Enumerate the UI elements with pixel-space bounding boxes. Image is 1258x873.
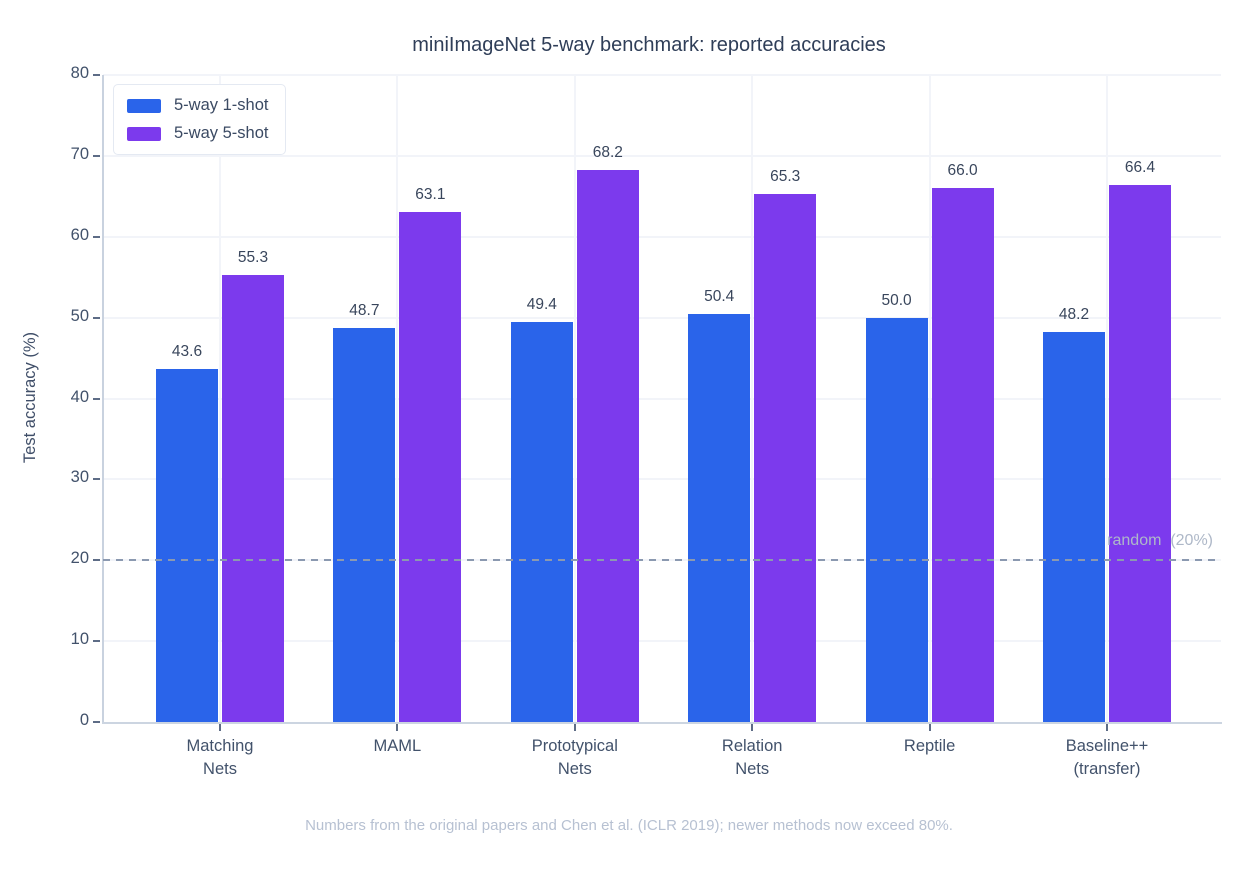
gridline-horizontal (103, 478, 1221, 481)
gridline-horizontal (103, 154, 1221, 157)
bar-1shot-3 (688, 314, 751, 722)
bar-value-label: 43.6 (171, 343, 203, 361)
legend-item-1shot: 5-way 1-shot (127, 96, 268, 115)
random-chance-label: random (20%) (1107, 532, 1213, 550)
bar-1shot-2 (510, 322, 573, 722)
legend-swatch-5shot (127, 126, 161, 141)
bar-5shot-5 (1109, 184, 1171, 722)
y-tick-mark (93, 316, 100, 319)
x-category-label: Relation Nets (721, 737, 783, 778)
y-tick-mark (93, 640, 100, 643)
x-tick-mark (751, 724, 754, 731)
bar-1shot-0 (156, 369, 218, 722)
gridline-vertical (751, 75, 754, 722)
x-category-label: Prototypical Nets (531, 737, 618, 778)
legend-item-5shot: 5-way 5-shot (127, 124, 268, 143)
y-tick-label: 40 (70, 387, 89, 406)
x-axis-spine (102, 722, 1222, 724)
y-tick-mark (93, 397, 100, 400)
gridline-vertical (928, 75, 931, 722)
bar-5shot-0 (222, 274, 284, 722)
y-tick-mark (93, 235, 100, 238)
y-tick-label: 30 (70, 468, 89, 487)
bar-1shot-4 (865, 317, 928, 722)
gridline-vertical (1106, 75, 1108, 722)
y-tick-label: 70 (70, 144, 89, 163)
bar-value-label: 48.2 (1058, 306, 1090, 324)
x-tick-mark (1106, 724, 1108, 731)
gridline-horizontal (103, 397, 1221, 400)
bar-5shot-2 (576, 170, 639, 722)
source-caption: Numbers from the original papers and Che… (305, 817, 953, 834)
bar-value-label: 63.1 (415, 185, 446, 203)
bar-value-label: 68.2 (592, 144, 623, 162)
y-tick-mark (93, 478, 100, 481)
y-tick-mark (93, 154, 100, 157)
legend: 5-way 1-shot 5-way 5-shot (113, 84, 287, 155)
y-tick-mark (93, 74, 100, 76)
y-tick-label: 80 (70, 64, 89, 82)
bar-5shot-1 (399, 211, 462, 722)
x-tick-mark (928, 724, 931, 731)
y-tick-mark (93, 559, 100, 562)
x-tick-mark (573, 724, 576, 731)
bar-1shot-5 (1043, 332, 1105, 722)
bar-value-label: 50.0 (881, 291, 912, 309)
y-tick-label: 0 (79, 711, 89, 729)
legend-label-5shot: 5-way 5-shot (174, 124, 269, 142)
bar-5shot-3 (754, 193, 817, 722)
gridline-vertical (396, 75, 399, 722)
legend-label-1shot: 5-way 1-shot (174, 96, 269, 114)
gridline-vertical (219, 75, 221, 722)
bar-value-label: 65.3 (770, 167, 801, 185)
x-category-label: Matching Nets (186, 737, 254, 778)
bar-1shot-1 (333, 328, 396, 722)
x-category-label: Baseline++ (transfer) (1065, 737, 1149, 778)
y-tick-label: 50 (70, 306, 89, 325)
chart-title: miniImageNet 5-way benchmark: reported a… (412, 34, 886, 56)
y-axis-spine (102, 75, 104, 722)
y-tick-mark (93, 721, 100, 723)
gridline-vertical (573, 75, 576, 722)
gridline-horizontal (103, 235, 1221, 238)
bar-value-label: 50.4 (704, 288, 735, 306)
random-chance-line (103, 559, 1221, 562)
bar-value-label: 55.3 (237, 248, 269, 266)
y-tick-label: 20 (70, 549, 89, 568)
bar-value-label: 49.4 (526, 296, 557, 314)
bar-value-label: 66.0 (947, 162, 978, 180)
y-tick-label: 60 (70, 225, 89, 244)
gridline-horizontal (103, 640, 1221, 643)
x-category-label: Reptile (903, 737, 956, 755)
y-tick-label: 10 (70, 630, 89, 649)
bar-value-label: 48.7 (349, 302, 380, 320)
x-tick-mark (219, 724, 221, 731)
gridline-horizontal (103, 74, 1221, 76)
x-category-label: MAML (373, 737, 422, 755)
legend-swatch-1shot (127, 98, 161, 113)
x-tick-mark (396, 724, 399, 731)
gridline-horizontal (103, 316, 1221, 319)
bar-5shot-4 (931, 188, 994, 722)
bar-value-label: 66.4 (1124, 158, 1156, 176)
